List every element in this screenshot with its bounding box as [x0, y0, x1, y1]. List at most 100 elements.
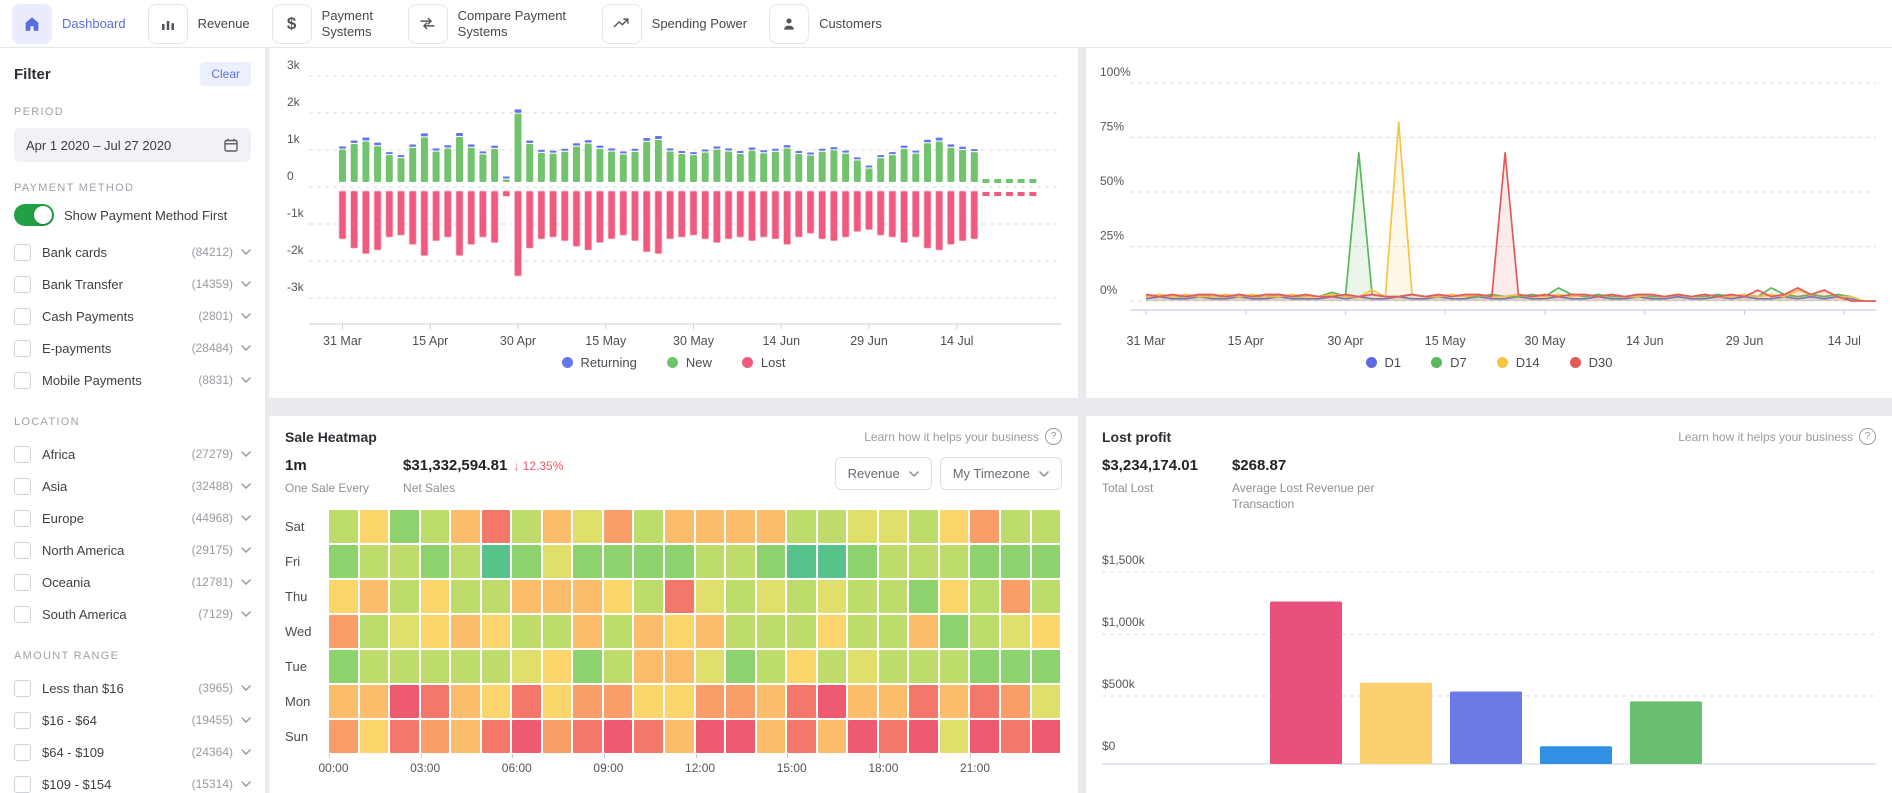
heatmap-cell[interactable]	[878, 510, 908, 544]
heatmap-cell[interactable]	[603, 510, 633, 544]
filter-option-row[interactable]: Cash Payments (2801)	[14, 300, 251, 332]
heatmap-cell[interactable]	[665, 685, 694, 719]
heatmap-cell[interactable]	[878, 580, 908, 614]
heatmap-cell[interactable]	[512, 580, 541, 614]
heatmap-cell[interactable]	[878, 615, 908, 649]
heatmap-cell[interactable]	[1031, 650, 1061, 684]
heatmap-cell[interactable]	[970, 720, 1000, 754]
heatmap-cell[interactable]	[512, 510, 541, 544]
checkbox[interactable]	[14, 743, 31, 761]
filter-option-row[interactable]: $64 - $109 (24364)	[14, 736, 251, 768]
heatmap-cell[interactable]	[390, 580, 419, 614]
heatmap-cell[interactable]	[756, 510, 786, 544]
heatmap-cell[interactable]	[756, 615, 786, 649]
chevron-down-icon[interactable]	[241, 483, 251, 489]
heatmap-cell[interactable]	[909, 545, 938, 579]
heatmap-cell[interactable]	[329, 720, 358, 754]
heatmap-cell[interactable]	[451, 685, 480, 719]
checkbox[interactable]	[14, 477, 31, 495]
legend-item-d14[interactable]: D14	[1496, 355, 1540, 370]
heatmap-cell[interactable]	[603, 685, 633, 719]
heatmap-cell[interactable]	[817, 650, 847, 684]
chevron-down-icon[interactable]	[241, 313, 251, 319]
heatmap-cell[interactable]	[756, 545, 786, 579]
heatmap-cell[interactable]	[756, 685, 786, 719]
heatmap-cell[interactable]	[848, 580, 877, 614]
heatmap-cell[interactable]	[359, 510, 389, 544]
heatmap-cell[interactable]	[726, 510, 755, 544]
heatmap-cell[interactable]	[420, 510, 450, 544]
heatmap-cell[interactable]	[665, 720, 694, 754]
dropdown-revenue[interactable]: Revenue	[834, 457, 932, 490]
period-date-range-input[interactable]: Apr 1 2020 – Jul 27 2020	[14, 128, 251, 162]
heatmap-cell[interactable]	[359, 615, 389, 649]
heatmap-cell[interactable]	[848, 685, 877, 719]
heatmap-cell[interactable]	[939, 720, 969, 754]
heatmap-cell[interactable]	[481, 510, 511, 544]
checkbox[interactable]	[14, 679, 31, 697]
nav-item-compare-payment-systems[interactable]: Compare Payment Systems	[407, 3, 580, 44]
heatmap-cell[interactable]	[573, 510, 602, 544]
heatmap-cell[interactable]	[665, 615, 694, 649]
filter-option-row[interactable]: Oceania (12781)	[14, 566, 251, 598]
heatmap-cell[interactable]	[878, 650, 908, 684]
nav-item-dashboard[interactable]: Dashboard	[12, 3, 126, 44]
heatmap-cell[interactable]	[390, 545, 419, 579]
heatmap-cell[interactable]	[390, 720, 419, 754]
heatmap-cell[interactable]	[420, 545, 450, 579]
heatmap-cell[interactable]	[1001, 685, 1030, 719]
heatmap-cell[interactable]	[817, 615, 847, 649]
heatmap-cell[interactable]	[634, 650, 664, 684]
heatmap-cell[interactable]	[756, 650, 786, 684]
heatmap-cell[interactable]	[1031, 615, 1061, 649]
legend-item-new[interactable]: New	[666, 355, 712, 370]
heatmap-cell[interactable]	[390, 615, 419, 649]
heatmap-cell[interactable]	[481, 720, 511, 754]
heatmap-cell[interactable]	[939, 615, 969, 649]
heatmap-cell[interactable]	[665, 545, 694, 579]
checkbox[interactable]	[14, 243, 31, 261]
heatmap-cell[interactable]	[1031, 720, 1061, 754]
heatmap-cell[interactable]	[390, 685, 419, 719]
legend-item-d7[interactable]: D7	[1431, 355, 1467, 370]
checkbox[interactable]	[14, 371, 31, 389]
heatmap-cell[interactable]	[420, 650, 450, 684]
legend-item-lost[interactable]: Lost	[741, 355, 785, 370]
heatmap-cell[interactable]	[787, 510, 816, 544]
heatmap-cell[interactable]	[726, 720, 755, 754]
heatmap-cell[interactable]	[451, 720, 480, 754]
heatmap-cell[interactable]	[512, 615, 541, 649]
heatmap-cell[interactable]	[817, 545, 847, 579]
chevron-down-icon[interactable]	[241, 579, 251, 585]
heatmap-cell[interactable]	[1001, 580, 1030, 614]
heatmap-cell[interactable]	[329, 545, 358, 579]
heatmap-cell[interactable]	[817, 510, 847, 544]
heatmap-cell[interactable]	[939, 545, 969, 579]
chevron-down-icon[interactable]	[241, 781, 251, 787]
chevron-down-icon[interactable]	[241, 685, 251, 691]
heatmap-cell[interactable]	[481, 685, 511, 719]
heatmap-cell[interactable]	[726, 580, 755, 614]
heatmap-cell[interactable]	[848, 720, 877, 754]
chevron-down-icon[interactable]	[241, 749, 251, 755]
heatmap-cell[interactable]	[726, 545, 755, 579]
legend-item-returning[interactable]: Returning	[561, 355, 637, 370]
checkbox[interactable]	[14, 275, 31, 293]
filter-option-row[interactable]: South America (7129)	[14, 598, 251, 630]
heatmap-cell[interactable]	[1031, 580, 1061, 614]
heatmap-cell[interactable]	[665, 650, 694, 684]
heatmap-cell[interactable]	[695, 685, 725, 719]
heatmap-cell[interactable]	[970, 685, 1000, 719]
heatmap-cell[interactable]	[848, 510, 877, 544]
heatmap-cell[interactable]	[512, 685, 541, 719]
filter-option-row[interactable]: Bank cards (84212)	[14, 236, 251, 268]
heatmap-cell[interactable]	[359, 720, 389, 754]
heatmap-cell[interactable]	[970, 580, 1000, 614]
heatmap-cell[interactable]	[878, 545, 908, 579]
heatmap-cell[interactable]	[970, 650, 1000, 684]
heatmap-cell[interactable]	[573, 650, 602, 684]
filter-option-row[interactable]: Bank Transfer (14359)	[14, 268, 251, 300]
filter-option-row[interactable]: Europe (44968)	[14, 502, 251, 534]
heatmap-cell[interactable]	[1001, 650, 1030, 684]
filter-option-row[interactable]: $16 - $64 (19455)	[14, 704, 251, 736]
